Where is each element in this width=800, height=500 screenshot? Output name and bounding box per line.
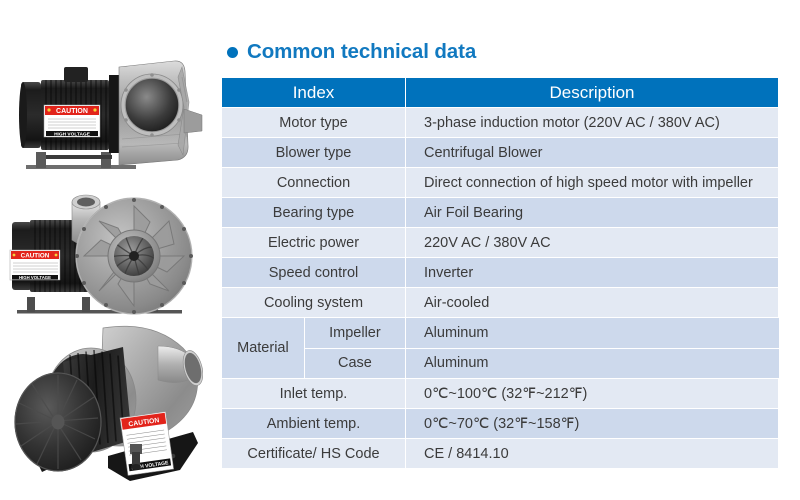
svg-text:CAUTION: CAUTION <box>21 253 50 260</box>
svg-text:CAUTION: CAUTION <box>56 108 88 115</box>
svg-text:HIGH VOLTAGE: HIGH VOLTAGE <box>19 275 51 280</box>
svg-text:HIGH VOLTAGE: HIGH VOLTAGE <box>54 132 91 138</box>
